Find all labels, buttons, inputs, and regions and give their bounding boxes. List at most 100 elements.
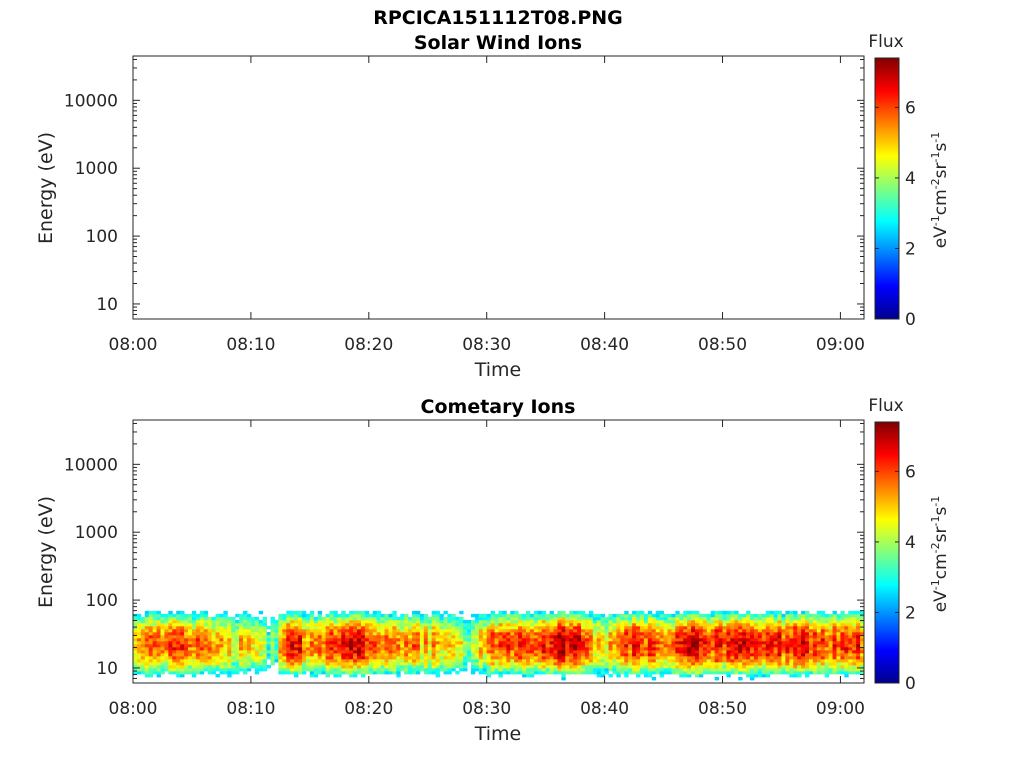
heatmap-cell <box>643 649 649 654</box>
heatmap-cell <box>191 610 197 615</box>
heatmap-cell <box>561 637 566 642</box>
heatmap-cell <box>239 658 244 663</box>
heatmap-cell <box>439 619 444 624</box>
heatmap-cell <box>223 628 228 633</box>
heatmap-cell <box>773 670 778 675</box>
heatmap-cell <box>199 658 205 663</box>
heatmap-cell <box>608 658 613 663</box>
heatmap-cell <box>451 628 456 633</box>
heatmap-cell <box>455 649 460 654</box>
heatmap-cell <box>541 643 547 648</box>
heatmap-cell <box>526 628 531 633</box>
heatmap-cell <box>274 619 279 624</box>
heatmap-cell <box>262 619 268 624</box>
heatmap-cell <box>514 658 519 663</box>
heatmap-cell <box>467 628 472 633</box>
heatmap-cell <box>836 637 841 642</box>
heatmap-cell <box>848 637 853 642</box>
heatmap-cell <box>860 664 864 669</box>
heatmap-cell <box>706 655 712 660</box>
heatmap-cell <box>231 664 236 669</box>
heatmap-cell <box>353 661 358 666</box>
heatmap-cell <box>301 658 307 663</box>
heatmap-cell <box>655 613 661 618</box>
heatmap-cell <box>805 622 810 627</box>
heatmap-cell <box>577 622 582 627</box>
heatmap-cell <box>176 613 181 618</box>
heatmap-cell <box>439 646 444 651</box>
heatmap-cell <box>160 619 165 624</box>
heatmap-cell <box>698 673 704 678</box>
heatmap-cell <box>584 622 590 627</box>
heatmap-cell <box>577 613 582 618</box>
heatmap-cell <box>569 658 574 663</box>
heatmap-cell <box>702 667 708 672</box>
heatmap-cell <box>219 640 224 645</box>
heatmap-cell <box>160 646 165 651</box>
heatmap-cell <box>164 640 169 645</box>
heatmap-cell <box>412 661 417 666</box>
heatmap-cell <box>848 631 853 636</box>
heatmap-cell <box>502 631 507 636</box>
heatmap-cell <box>600 640 606 645</box>
heatmap-cell <box>506 613 511 618</box>
heatmap-cell <box>290 646 295 651</box>
heatmap-cell <box>710 634 716 639</box>
heatmap-cell <box>239 640 244 645</box>
heatmap-cell <box>816 664 822 669</box>
heatmap-cell <box>651 649 657 654</box>
heatmap-cell <box>793 649 798 654</box>
heatmap-cell <box>596 658 602 663</box>
heatmap-cell <box>726 622 731 627</box>
heatmap-cell <box>180 670 185 675</box>
heatmap-cell <box>309 652 315 657</box>
heatmap-cell <box>455 640 460 645</box>
heatmap-cell <box>282 628 287 633</box>
heatmap-cell <box>808 652 814 657</box>
heatmap-cell <box>596 637 602 642</box>
heatmap-cell <box>793 646 798 651</box>
heatmap-cell <box>805 619 810 624</box>
heatmap-cell <box>577 610 582 615</box>
heatmap-cell <box>687 619 692 624</box>
heatmap-cell <box>408 637 413 642</box>
heatmap-cell <box>757 655 763 660</box>
heatmap-cell <box>734 640 739 645</box>
heatmap-cell <box>734 634 739 639</box>
heatmap-cell <box>659 616 664 621</box>
heatmap-cell <box>529 622 535 627</box>
heatmap-cell <box>620 646 625 651</box>
heatmap-cell <box>651 637 657 642</box>
heatmap-cell <box>164 619 169 624</box>
heatmap-cell <box>180 664 185 669</box>
heatmap-cell <box>498 631 503 636</box>
heatmap-cell <box>577 655 582 660</box>
heatmap-cell <box>298 625 303 630</box>
heatmap-cell <box>592 622 598 627</box>
heatmap-cell <box>628 646 633 651</box>
heatmap-cell <box>486 619 492 624</box>
heatmap-cell <box>243 652 248 657</box>
heatmap-cell <box>357 619 362 624</box>
heatmap-cell <box>529 640 535 645</box>
heatmap-cell <box>836 625 841 630</box>
heatmap-cell <box>294 622 299 627</box>
heatmap-cell <box>160 670 165 675</box>
heatmap-cell <box>742 613 747 618</box>
y-axis-label: Energy (eV) <box>35 496 57 608</box>
heatmap-cell <box>608 631 613 636</box>
heatmap-cell <box>612 664 617 669</box>
heatmap-cell <box>494 655 499 660</box>
heatmap-cell <box>415 640 421 645</box>
heatmap-cell <box>333 619 338 624</box>
heatmap-cell <box>160 637 165 642</box>
heatmap-cell <box>207 655 212 660</box>
heatmap-cell <box>553 613 558 618</box>
heatmap-cell <box>710 655 716 660</box>
heatmap-cell <box>537 616 543 621</box>
heatmap-cell <box>482 667 488 672</box>
heatmap-cell <box>176 664 181 669</box>
heatmap-cell <box>860 619 864 624</box>
heatmap-cell <box>722 667 727 672</box>
heatmap-cell <box>360 637 366 642</box>
